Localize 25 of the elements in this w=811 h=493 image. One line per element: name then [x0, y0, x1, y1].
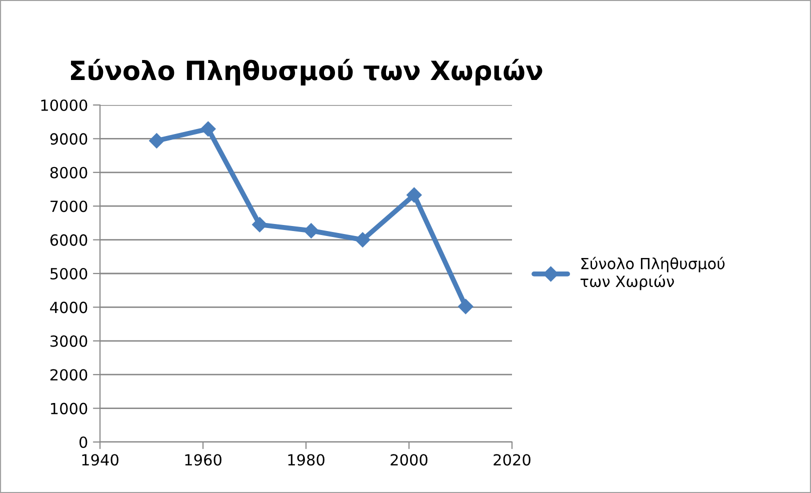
y-tick-label: 5000 — [50, 268, 88, 280]
x-tick-label: 1940 — [82, 454, 118, 466]
y-tick-label: 8000 — [50, 166, 88, 178]
point — [149, 133, 164, 148]
point — [355, 232, 370, 248]
y-tick-label: 4000 — [50, 302, 88, 314]
y-tick-label: 2000 — [50, 369, 88, 381]
x-tick-label: 1960 — [185, 454, 222, 466]
point — [252, 217, 268, 232]
point — [458, 298, 474, 314]
y-tick-label: 0 — [79, 436, 88, 448]
point — [304, 223, 319, 238]
point — [200, 121, 216, 136]
x-tick-label: 2000 — [390, 454, 428, 466]
y-tick-label: 10000 — [41, 99, 88, 112]
x-tick-label: 1980 — [288, 454, 324, 466]
legend-label: Σύνολο Πληθυσμού των Χωριών — [580, 256, 725, 290]
y-tick-label: 6000 — [50, 234, 88, 246]
chart-title: Σύνολο Πληθυσμού των Χωριών — [70, 58, 542, 86]
x-tick-label: 2020 — [494, 454, 530, 466]
y-tick-label: 9000 — [50, 133, 88, 145]
y-tick-label: 7000 — [50, 200, 88, 212]
point — [406, 187, 422, 203]
y-tick-label: 3000 — [50, 335, 88, 347]
y-tick-label: 1000 — [50, 402, 88, 414]
